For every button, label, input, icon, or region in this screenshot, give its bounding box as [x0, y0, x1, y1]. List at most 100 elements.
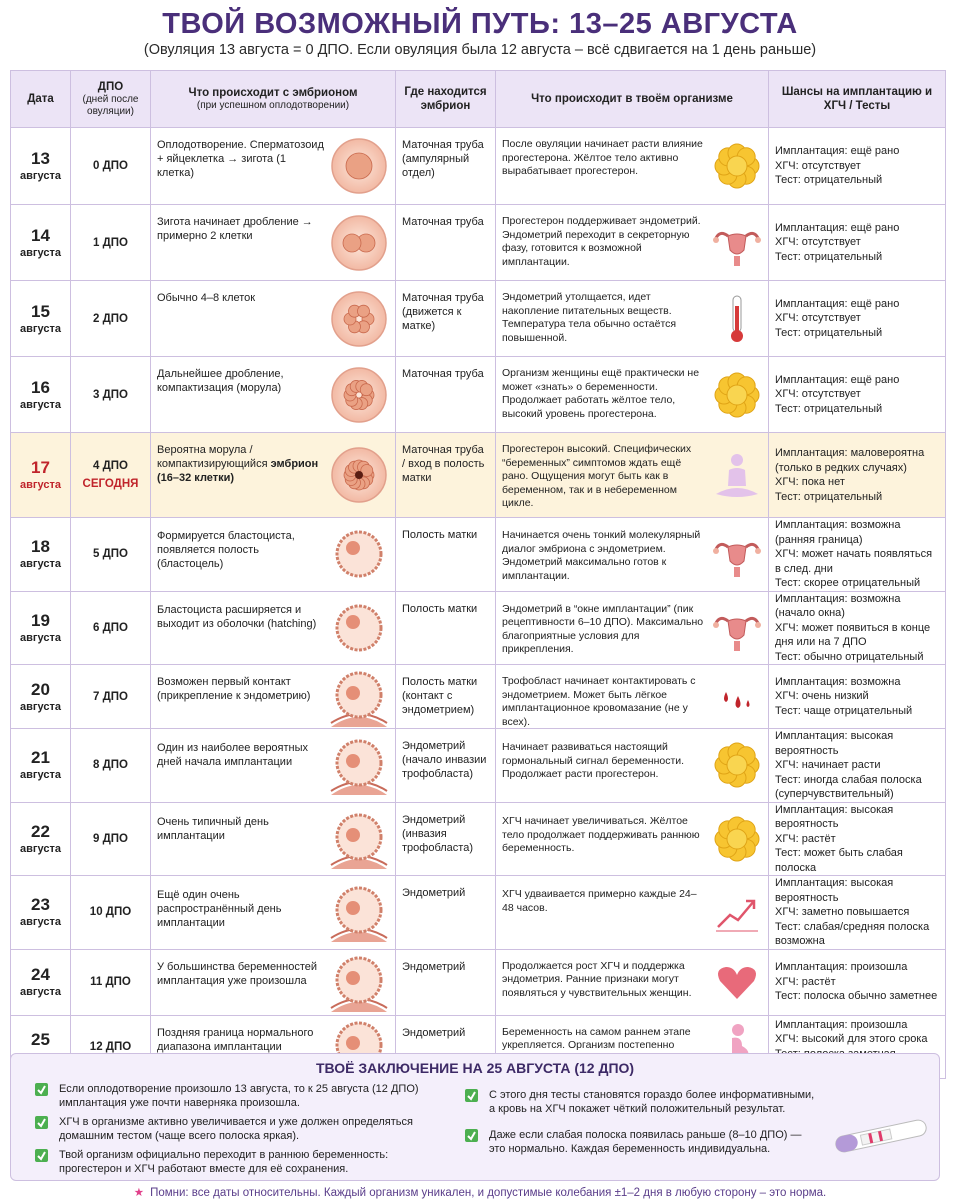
location-cell: Маточная труба (движется к матке) — [395, 280, 496, 357]
chance-line: ХГЧ: отсутствует — [775, 312, 861, 325]
dpo-cell: 4 ДПО СЕГОДНЯ — [70, 432, 151, 518]
column-header: Что происходит с эмбрионом (при успешном … — [150, 70, 396, 128]
embryo-wrap: Дальнейшее дробление, компактизация (мор… — [157, 357, 389, 432]
chances-cell: Имплантация: возможна ХГЧ: очень низкий Те… — [768, 664, 946, 729]
body-wrap: ХГЧ начинает увеличиваться. Жёлтое тело … — [502, 805, 762, 872]
dpo-value: 5 ДПО — [93, 548, 128, 561]
chance-line: (начало окна) — [775, 607, 845, 619]
embryo-wrap: У большинства беременностей имплантация … — [157, 950, 389, 1015]
dpo-value: 3 ДПО — [93, 388, 128, 401]
body-text: ХГЧ удваивается примерно каждые 24–48 ча… — [502, 888, 697, 914]
chance-line: Имплантация: ещё рано — [775, 297, 900, 310]
body-cell: Эндометрий утолщается, идет накопление п… — [495, 280, 769, 357]
dpo-value: 0 ДПО — [93, 160, 128, 172]
check-mark — [37, 1151, 46, 1161]
body-cell: Продолжается рост ХГЧ и поддержка эндоме… — [495, 948, 769, 1016]
body-wrap: Начинает развиваться настоящий гормональ… — [502, 731, 762, 799]
conclusion-right: С этого дня тесты становятся гораздо бол… — [465, 1088, 815, 1168]
dpo-value: 6 ДПО — [93, 621, 128, 634]
table-row: 16 августа 3 ДПО Дальнейшее дробление, комп… — [10, 356, 946, 433]
column-note: (дней после овуляции) — [82, 94, 139, 117]
body-cell: Начинает развиваться настоящий гормональ… — [495, 728, 769, 803]
chance-line: ХГЧ: отсутствует — [775, 236, 861, 249]
location-cell: Эндометрий (инвазия трофобласта) — [395, 801, 496, 876]
table-row: 18 августа 5 ДПО Формируется бластоциста, п… — [10, 517, 946, 592]
chances-cell: Имплантация: высокая вероятность ХГЧ: нач… — [768, 728, 946, 803]
location-cell: Полость матки — [395, 517, 496, 592]
column-title: ДПО — [97, 81, 124, 93]
embryo-illustration — [330, 739, 388, 796]
embryo-description: Обычно 4–8 клеток — [157, 292, 256, 304]
location-cell: Эндометрий (начало инвазии трофобласта) — [395, 728, 496, 803]
date-month: августа — [20, 322, 61, 335]
table-row: 24 августа 11 ДПО У большинства беременност… — [10, 948, 946, 1016]
body-wrap: После овуляции начинает расти влияние пр… — [502, 128, 762, 204]
body-text: Организм женщины ещё практически не може… — [502, 367, 700, 420]
date-month: августа — [20, 631, 61, 644]
column-title: Что происходит с эмбрионом — [188, 87, 358, 99]
body-icon — [713, 616, 761, 651]
chance-line: ХГЧ: отсутствует — [775, 388, 861, 401]
chances-cell: Имплантация: возможна (начало окна) ХГЧ: м… — [768, 590, 946, 665]
chance-line: ХГЧ: может появиться в конце дня или на … — [775, 621, 931, 649]
chance-line: Тест: отрицательный — [775, 326, 883, 339]
date-cell: 13 августа — [10, 127, 71, 205]
embryo-cell: У большинства беременностей имплантация … — [150, 948, 396, 1016]
body-icon — [714, 372, 760, 417]
chance-line: Имплантация: произошла — [775, 1018, 908, 1031]
check-icon — [35, 1116, 48, 1129]
body-text: После овуляции начинает расти влияние пр… — [502, 138, 703, 177]
dpo-value: 7 ДПО — [93, 690, 128, 703]
chance-line: Имплантация: высокая вероятность — [775, 803, 894, 831]
footer-note: ★ Помни: все даты относительны. Каждый ор… — [0, 1185, 960, 1199]
body-wrap: Прогестерон высокий. Специфических “бере… — [502, 433, 762, 517]
body-cell: ХГЧ начинает увеличиваться. Жёлтое тело … — [495, 801, 769, 876]
table-row: 22 августа 9 ДПО Очень типичный день имплан… — [10, 801, 946, 876]
dpo-cell: 6 ДПО — [70, 590, 151, 665]
dpo-cell: 0 ДПО — [70, 127, 151, 205]
conclusion-text: С этого дня тесты становятся гораздо бол… — [489, 1089, 815, 1115]
today-label: СЕГОДНЯ — [82, 478, 139, 490]
embryo-description: Оплодотворение. Сперматозоид + яйцеклетк… — [157, 139, 324, 179]
chances-cell: Имплантация: ещё рано ХГЧ: отсутствует Тес… — [768, 204, 946, 281]
chance-line: Имплантация: ещё рано — [775, 145, 900, 158]
body-wrap: Эндометрий в “окне имплантации” (пик рец… — [502, 593, 762, 663]
embryo-illustration — [330, 813, 388, 869]
embryo-bold: эмбрион (16–32 клетки) — [157, 458, 319, 484]
body-text: Эндометрий утолщается, идет накопление п… — [502, 291, 677, 344]
date-cell: 14 августа — [10, 204, 71, 281]
body-wrap: Организм женщины ещё практически не може… — [502, 357, 762, 432]
embryo-description: Бластоциста расширяется и выходит из обо… — [157, 603, 317, 630]
chance-line: Тест: обычно отрицательный — [775, 650, 924, 663]
embryo-description: Зигота начинает дробление → примерно 2 к… — [157, 216, 313, 242]
column-title: Дата — [27, 93, 54, 105]
embryo-wrap: Вероятна морула / компактизирующийся эмб… — [157, 433, 389, 517]
date-month: августа — [20, 170, 61, 182]
check-mark — [37, 1085, 46, 1095]
chance-line: Тест: отрицательный — [775, 250, 883, 263]
location-cell: Маточная труба — [395, 356, 496, 433]
embryo-wrap: Формируется бластоциста, появляется поло… — [157, 519, 389, 589]
embryo-cell: Ещё один очень распространённый день имп… — [150, 875, 396, 950]
location-cell: Эндометрий — [395, 948, 496, 1016]
dpo-cell: 5 ДПО — [70, 517, 151, 592]
date-cell: 24 августа — [10, 948, 71, 1016]
date-month: августа — [20, 398, 61, 411]
dpo-value: 1 ДПО — [93, 236, 128, 249]
embryo-text: Зигота начинает дробление → примерно 2 к… — [157, 205, 329, 243]
body-wrap: Трофобласт начинает контактировать с энд… — [502, 665, 762, 728]
date-cell: 19 августа — [10, 590, 71, 665]
chance-line: Имплантация: возможна — [775, 592, 901, 605]
date-day: 16 — [31, 377, 50, 397]
chance-line: Тест: отрицательный — [775, 402, 883, 415]
date-day: 17 — [31, 458, 50, 477]
chance-line: (ранняя граница) — [775, 533, 863, 546]
dpo-cell: 10 ДПО — [70, 875, 151, 950]
chance-line: Тест: скорее отрицательный — [775, 577, 921, 589]
table-row: 23 августа 10 ДПО Ещё один очень распростра… — [10, 875, 946, 950]
dpo-value: 8 ДПО — [93, 759, 128, 772]
body-cell: После овуляции начинает расти влияние пр… — [495, 127, 769, 205]
date-day: 21 — [31, 748, 50, 768]
